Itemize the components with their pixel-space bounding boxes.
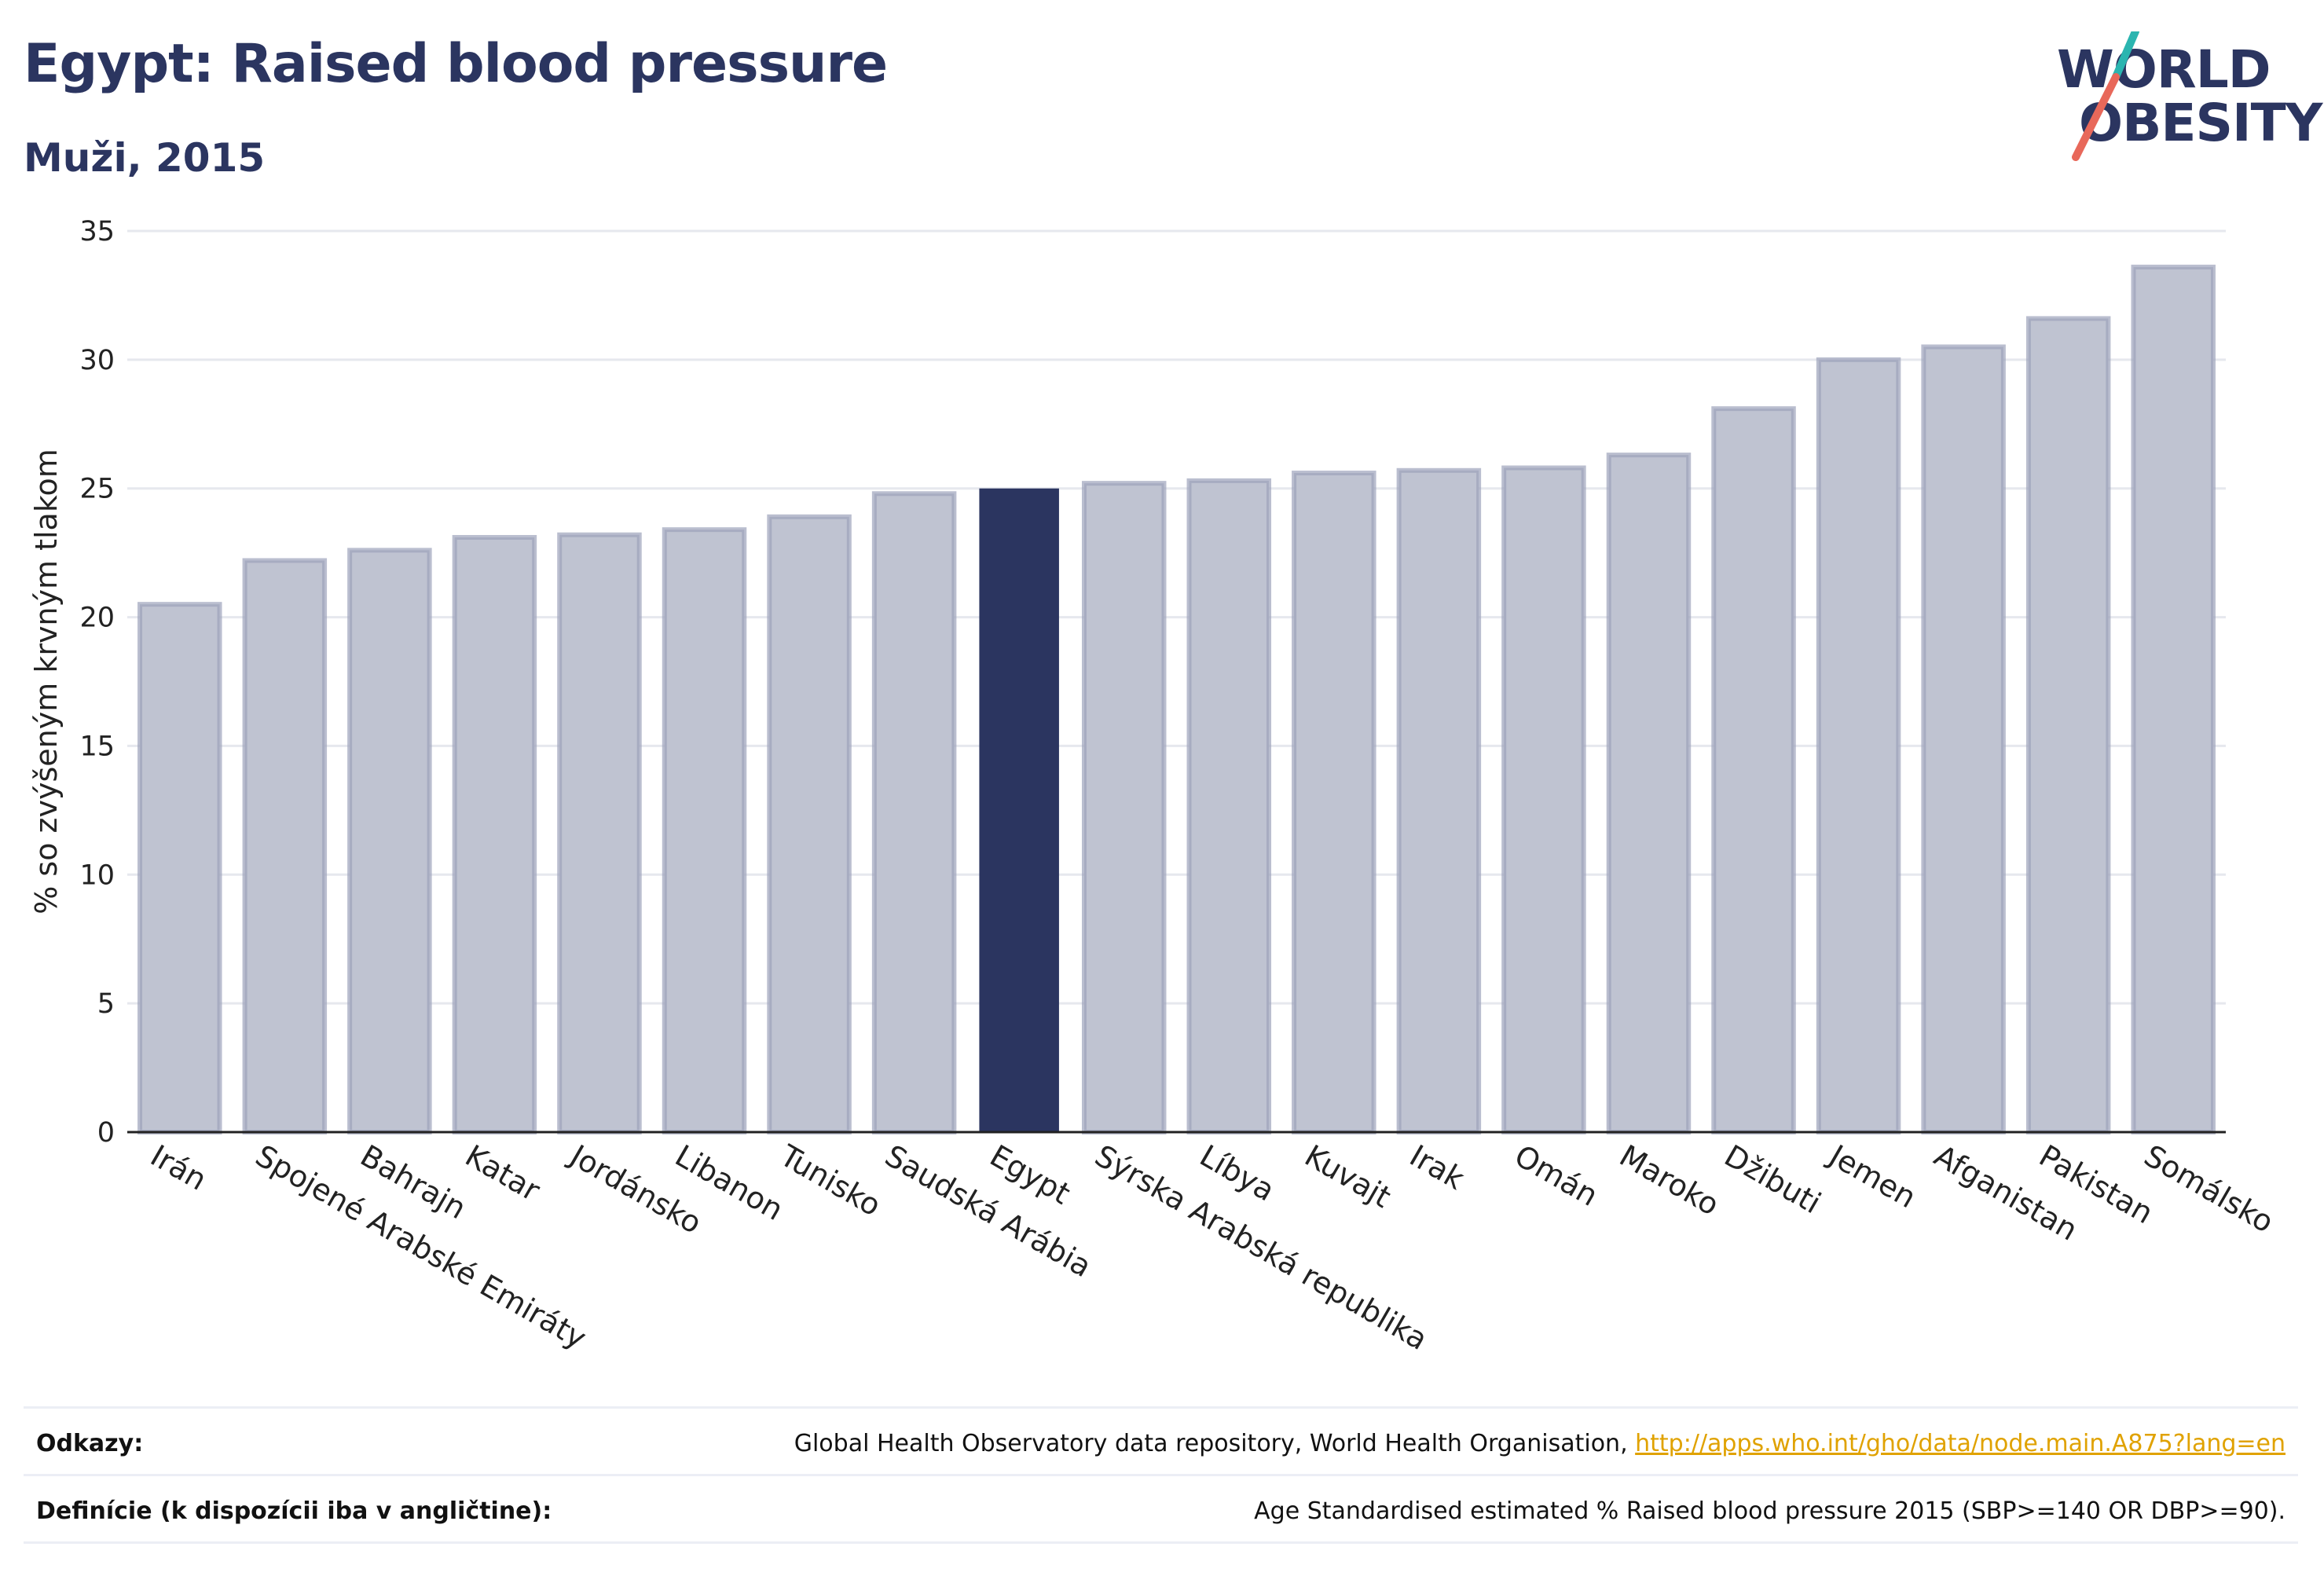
bar xyxy=(2025,316,2111,1134)
y-tick-label: 30 xyxy=(79,345,115,376)
bar xyxy=(1921,344,2006,1134)
y-tick-label: 25 xyxy=(79,474,115,505)
footer-definitions-row: Definície (k dispozícii iba v angličtine… xyxy=(24,1481,2298,1541)
chart-title: Egypt: Raised blood pressure xyxy=(24,33,888,95)
y-tick-label: 5 xyxy=(97,988,115,1020)
bar xyxy=(137,602,222,1134)
footer-divider-top xyxy=(24,1406,2298,1409)
y-axis-label: % so zvýšeným krvným tlakom xyxy=(29,449,64,914)
chart-subtitle: Muži, 2015 xyxy=(24,135,266,181)
x-tick-label: Irak xyxy=(1404,1138,1470,1197)
x-tick-label: Omán xyxy=(1508,1138,1604,1213)
bar xyxy=(1711,406,1796,1134)
bar xyxy=(871,491,957,1134)
bar xyxy=(1606,453,1692,1134)
sources-label: Odkazy: xyxy=(36,1429,144,1457)
bar-highlight xyxy=(979,488,1059,1132)
sources-value: Global Health Observatory data repositor… xyxy=(794,1430,2298,1457)
x-tick-label: Jemen xyxy=(1822,1138,1922,1215)
definitions-label: Definície (k dispozícii iba v angličtine… xyxy=(36,1497,552,1525)
y-tick-label: 35 xyxy=(79,216,115,247)
bar xyxy=(347,548,432,1134)
x-tick-label: Katar xyxy=(460,1138,546,1208)
logo-text-world: WORLD xyxy=(2057,39,2271,100)
x-tick-label: Tunisko xyxy=(774,1138,887,1223)
bar xyxy=(2131,264,2216,1134)
definitions-value: Age Standardised estimated % Raised bloo… xyxy=(1254,1497,2286,1525)
sources-link[interactable]: http://apps.who.int/gho/data/node.main.A… xyxy=(1635,1429,2286,1457)
x-tick-label: Somálsko xyxy=(2139,1138,2280,1240)
bar xyxy=(1186,478,1272,1134)
bar xyxy=(1292,471,1376,1134)
x-tick-label: Kuvajt xyxy=(1299,1138,1396,1215)
bar xyxy=(1501,465,1586,1134)
bar xyxy=(662,527,747,1134)
bars xyxy=(137,264,2216,1135)
bar xyxy=(767,514,852,1134)
y-tick-label: 0 xyxy=(97,1117,115,1149)
y-tick-label: 15 xyxy=(79,731,115,762)
y-axis-ticks: 0 5 10 15 20 25 30 35 xyxy=(79,216,115,1149)
y-tick-label: 20 xyxy=(79,603,115,634)
gridlines xyxy=(127,229,2226,1005)
bar xyxy=(452,534,537,1134)
y-tick-label: 10 xyxy=(79,859,115,891)
bar-chart: 0 5 10 15 20 25 30 35 Irán Spojené Arabské Emirá… xyxy=(29,216,2279,1357)
x-tick-label: Džibuti xyxy=(1719,1138,1827,1221)
bar xyxy=(1396,467,1482,1134)
world-obesity-logo: WORLD OBESITY xyxy=(2051,31,2322,165)
bar xyxy=(1816,357,1901,1135)
bar xyxy=(1081,481,1167,1134)
footer-divider-middle xyxy=(24,1474,2298,1476)
sources-text: Global Health Observatory data repositor… xyxy=(794,1429,1636,1457)
x-tick-label: Irán xyxy=(145,1138,212,1197)
logo-text-obesity: OBESITY xyxy=(2079,93,2322,153)
footer-divider-bottom xyxy=(24,1541,2298,1544)
x-tick-label: Maroko xyxy=(1614,1138,1725,1222)
bar xyxy=(557,532,642,1134)
bar xyxy=(242,558,328,1134)
footer-sources-row: Odkazy: Global Health Observatory data r… xyxy=(24,1413,2298,1473)
logo-slash-icon xyxy=(2072,31,2139,161)
